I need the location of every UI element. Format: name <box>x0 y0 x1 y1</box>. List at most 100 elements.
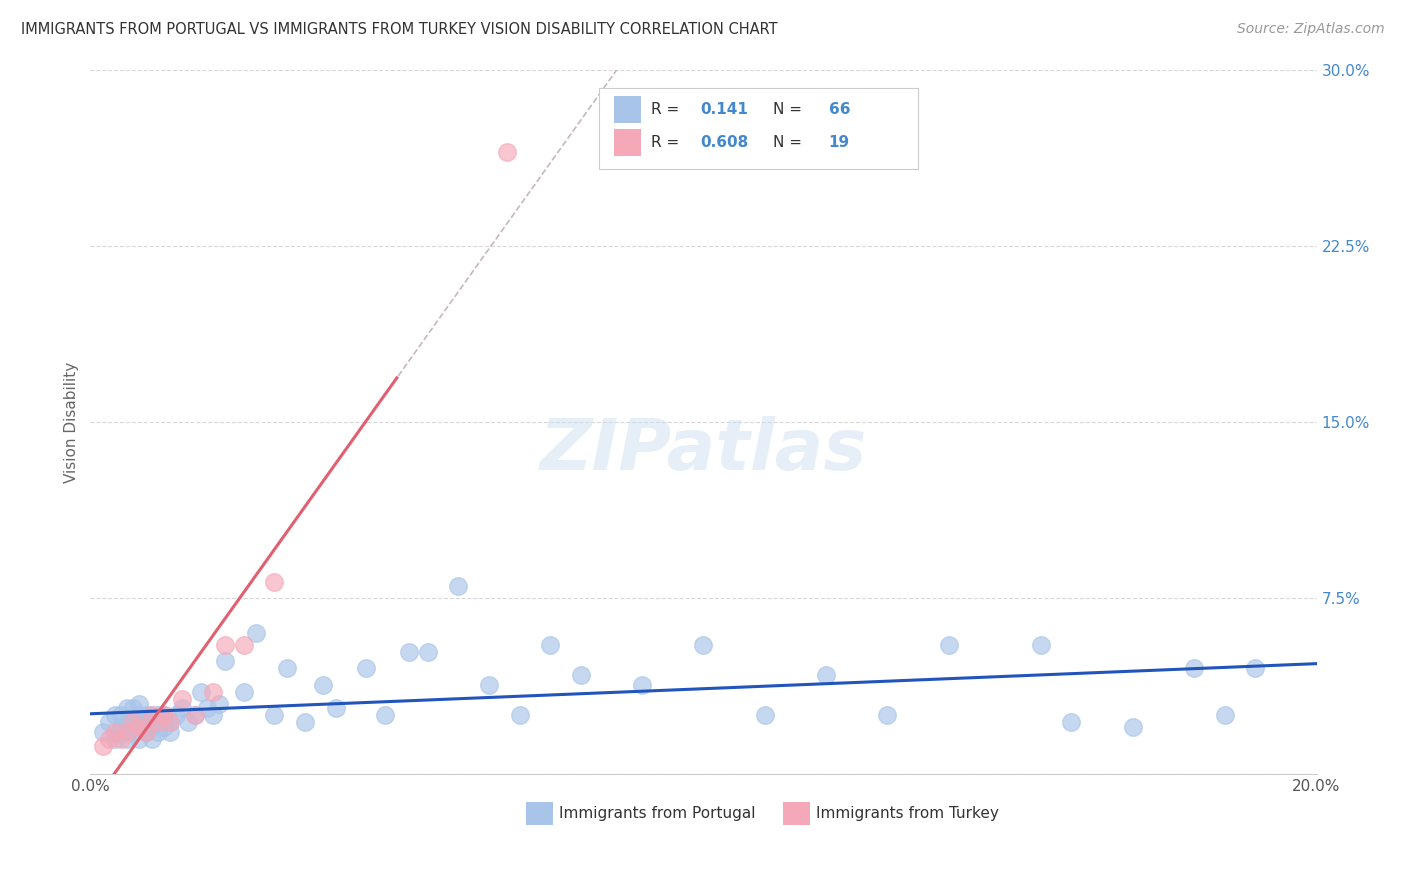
Point <box>91 724 114 739</box>
Point <box>110 724 132 739</box>
FancyBboxPatch shape <box>526 802 553 825</box>
Point <box>815 668 838 682</box>
Point <box>214 638 236 652</box>
Point <box>153 708 176 723</box>
Point <box>97 731 120 746</box>
Point <box>478 678 501 692</box>
Point <box>538 638 561 652</box>
Point <box>104 724 127 739</box>
FancyBboxPatch shape <box>614 129 641 156</box>
Point <box>128 720 150 734</box>
Point <box>159 724 181 739</box>
Point <box>294 715 316 730</box>
Point <box>115 701 138 715</box>
Text: 66: 66 <box>828 102 851 117</box>
Point <box>134 708 156 723</box>
FancyBboxPatch shape <box>783 802 810 825</box>
Point <box>1029 638 1052 652</box>
Text: 0.608: 0.608 <box>700 135 748 150</box>
Point <box>276 661 298 675</box>
Point <box>692 638 714 652</box>
Point <box>134 724 156 739</box>
Text: Immigrants from Portugal: Immigrants from Portugal <box>558 806 755 821</box>
Point <box>354 661 377 675</box>
Point <box>122 715 145 730</box>
Point <box>1244 661 1267 675</box>
Point <box>183 708 205 723</box>
Point <box>146 708 169 723</box>
Point <box>508 708 530 723</box>
Point <box>159 715 181 730</box>
Point <box>569 668 592 682</box>
Point <box>146 715 169 730</box>
Text: IMMIGRANTS FROM PORTUGAL VS IMMIGRANTS FROM TURKEY VISION DISABILITY CORRELATION: IMMIGRANTS FROM PORTUGAL VS IMMIGRANTS F… <box>21 22 778 37</box>
Point <box>122 724 145 739</box>
Point <box>128 697 150 711</box>
Point <box>374 708 396 723</box>
Text: R =: R = <box>651 102 679 117</box>
Point <box>153 720 176 734</box>
Point <box>104 708 127 723</box>
Point <box>312 678 335 692</box>
Point <box>263 708 285 723</box>
Point <box>754 708 776 723</box>
Text: N =: N = <box>773 102 803 117</box>
FancyBboxPatch shape <box>599 87 918 169</box>
Text: R =: R = <box>651 135 679 150</box>
Point <box>104 731 127 746</box>
Text: 19: 19 <box>828 135 849 150</box>
Point <box>110 720 132 734</box>
Point <box>232 638 254 652</box>
Point <box>263 574 285 589</box>
Point <box>1213 708 1236 723</box>
Point <box>122 715 145 730</box>
Point <box>325 701 347 715</box>
Point <box>496 145 519 160</box>
Point <box>141 720 163 734</box>
Point <box>134 715 156 730</box>
Point <box>177 715 200 730</box>
Point <box>146 724 169 739</box>
Point <box>172 701 194 715</box>
FancyBboxPatch shape <box>614 96 641 123</box>
Point <box>97 715 120 730</box>
Point <box>416 645 439 659</box>
Point <box>195 701 218 715</box>
Text: 0.141: 0.141 <box>700 102 748 117</box>
Y-axis label: Vision Disability: Vision Disability <box>65 361 79 483</box>
Point <box>153 708 176 723</box>
Point <box>128 731 150 746</box>
Text: N =: N = <box>773 135 803 150</box>
Point <box>183 708 205 723</box>
Point <box>165 708 187 723</box>
Point <box>190 685 212 699</box>
Point <box>91 739 114 753</box>
Point <box>134 724 156 739</box>
Point <box>141 708 163 723</box>
Point <box>201 708 224 723</box>
Point <box>876 708 898 723</box>
Point <box>398 645 420 659</box>
Point <box>122 701 145 715</box>
Text: Immigrants from Turkey: Immigrants from Turkey <box>817 806 1000 821</box>
Point <box>232 685 254 699</box>
Point <box>1122 720 1144 734</box>
Point <box>159 715 181 730</box>
Point <box>938 638 960 652</box>
Point <box>110 731 132 746</box>
Point <box>1182 661 1205 675</box>
Point <box>208 697 231 711</box>
Point <box>214 654 236 668</box>
Point <box>128 708 150 723</box>
Point <box>128 720 150 734</box>
Point <box>245 626 267 640</box>
Point <box>172 692 194 706</box>
Point <box>141 731 163 746</box>
Point <box>201 685 224 699</box>
Text: ZIPatlas: ZIPatlas <box>540 416 868 484</box>
Point <box>631 678 654 692</box>
Point <box>115 724 138 739</box>
Point <box>1060 715 1083 730</box>
Point <box>110 708 132 723</box>
Point <box>447 579 470 593</box>
